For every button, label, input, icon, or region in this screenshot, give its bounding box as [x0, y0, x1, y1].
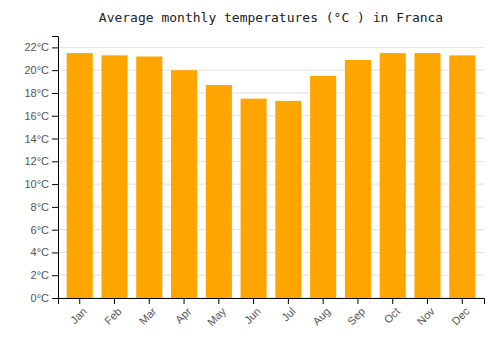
y-tick-label: 14°C	[24, 133, 49, 145]
bar	[241, 99, 267, 298]
y-tick-mark	[52, 70, 58, 71]
y-tick: 4°C	[31, 246, 58, 258]
x-tick-mark	[79, 298, 80, 304]
y-tick: 0°C	[31, 292, 58, 304]
x-tick-label: Feb	[102, 305, 124, 327]
x-tick: Jul	[279, 298, 297, 324]
x-tick: Jan	[68, 298, 89, 326]
y-tick-mark	[52, 275, 58, 276]
plot: 0°C 2°C 4°C 6°C 8°C 10°C 12°C 14°C 16°C 18°C 20°C 2…	[24, 37, 484, 329]
bar	[67, 53, 93, 298]
y-tick: 6°C	[31, 224, 58, 236]
x-tick: Oct	[381, 298, 402, 326]
x-tick: Dec	[449, 298, 472, 327]
y-tick-mark	[52, 116, 58, 117]
y-tick: 14°C	[24, 133, 58, 145]
x-tick-label: Nov	[415, 305, 438, 328]
bar	[171, 70, 197, 298]
x-tick-label: Mar	[137, 305, 159, 327]
x-tick: Feb	[102, 298, 124, 327]
x-tick-label: Aug	[310, 305, 332, 327]
y-tick: 8°C	[31, 201, 58, 213]
y-tick-mark	[52, 207, 58, 208]
x-tick: Mar	[137, 298, 159, 327]
y-tick-label: 8°C	[31, 201, 50, 213]
x-axis: Jan Feb Mar Apr May Jun Jul Aug Sep Oct Nov Dec	[59, 298, 485, 328]
grid	[58, 47, 484, 298]
y-tick: 16°C	[24, 110, 58, 122]
bar	[206, 85, 232, 298]
x-tick-mark	[149, 298, 150, 304]
y-tick-label: 6°C	[31, 224, 50, 236]
x-tick: Nov	[415, 298, 438, 327]
y-tick-mark	[52, 93, 58, 94]
y-tick-label: 10°C	[24, 178, 49, 190]
x-tick-mark	[253, 298, 254, 304]
y-tick: 10°C	[24, 178, 58, 190]
x-tick-label: Sep	[345, 305, 367, 327]
bar	[449, 55, 475, 298]
bar	[275, 101, 301, 298]
x-tick-mark	[114, 298, 115, 304]
bar	[414, 53, 440, 298]
x-tick-mark	[357, 298, 358, 304]
y-tick-mark	[52, 184, 58, 185]
x-tick-mark	[184, 298, 185, 304]
bar	[345, 60, 371, 298]
y-tick-mark	[52, 47, 58, 48]
bar	[136, 57, 162, 298]
y-tick-label: 0°C	[31, 292, 50, 304]
x-tick-mark	[392, 298, 393, 304]
x-axis-line	[59, 299, 485, 305]
x-tick-label: Jul	[279, 305, 297, 323]
x-tick-mark	[218, 298, 219, 304]
y-axis: 0°C 2°C 4°C 6°C 8°C 10°C 12°C 14°C 16°C 18°C 20°C 2…	[24, 37, 58, 305]
x-tick-mark	[462, 298, 463, 304]
x-tick-mark	[288, 298, 289, 304]
x-tick: Aug	[310, 298, 332, 327]
y-tick-mark	[52, 139, 58, 140]
y-tick: 12°C	[24, 155, 58, 167]
y-tick: 2°C	[31, 269, 58, 281]
y-tick-label: 16°C	[24, 110, 49, 122]
y-tick-label: 12°C	[24, 155, 49, 167]
x-tick: Sep	[345, 298, 367, 327]
x-tick: Apr	[173, 298, 194, 326]
x-tick: May	[205, 298, 229, 328]
bar	[380, 53, 406, 298]
y-tick-label: 2°C	[31, 269, 50, 281]
grid-line	[58, 47, 484, 48]
x-tick-label: Oct	[381, 305, 402, 326]
x-tick-label: Dec	[449, 305, 472, 328]
y-tick-label: 22°C	[24, 41, 49, 53]
x-tick-label: Apr	[173, 305, 194, 326]
y-axis-line	[52, 37, 59, 299]
bar	[310, 76, 336, 298]
x-tick-mark	[427, 298, 428, 304]
y-tick-mark	[52, 161, 58, 162]
y-tick-label: 18°C	[24, 87, 49, 99]
bars	[67, 53, 476, 298]
bar	[101, 55, 127, 298]
x-tick-label: Jan	[68, 305, 89, 326]
y-tick-label: 20°C	[24, 64, 49, 76]
chart: 0°C 2°C 4°C 6°C 8°C 10°C 12°C 14°C 16°C 18°C 20°C 2…	[0, 0, 500, 350]
x-tick-label: Jun	[242, 305, 263, 326]
title: Average monthly temperatures (°C ) in Fr…	[99, 10, 443, 25]
y-tick-label: 4°C	[31, 246, 50, 258]
y-tick: 22°C	[24, 41, 58, 53]
y-tick-mark	[52, 252, 58, 253]
y-tick: 18°C	[24, 87, 58, 99]
x-tick-label: May	[205, 305, 229, 329]
y-tick: 20°C	[24, 64, 58, 76]
x-tick-mark	[323, 298, 324, 304]
y-tick-mark	[52, 230, 58, 231]
x-tick: Jun	[242, 298, 263, 326]
y-tick-mark	[52, 298, 58, 299]
